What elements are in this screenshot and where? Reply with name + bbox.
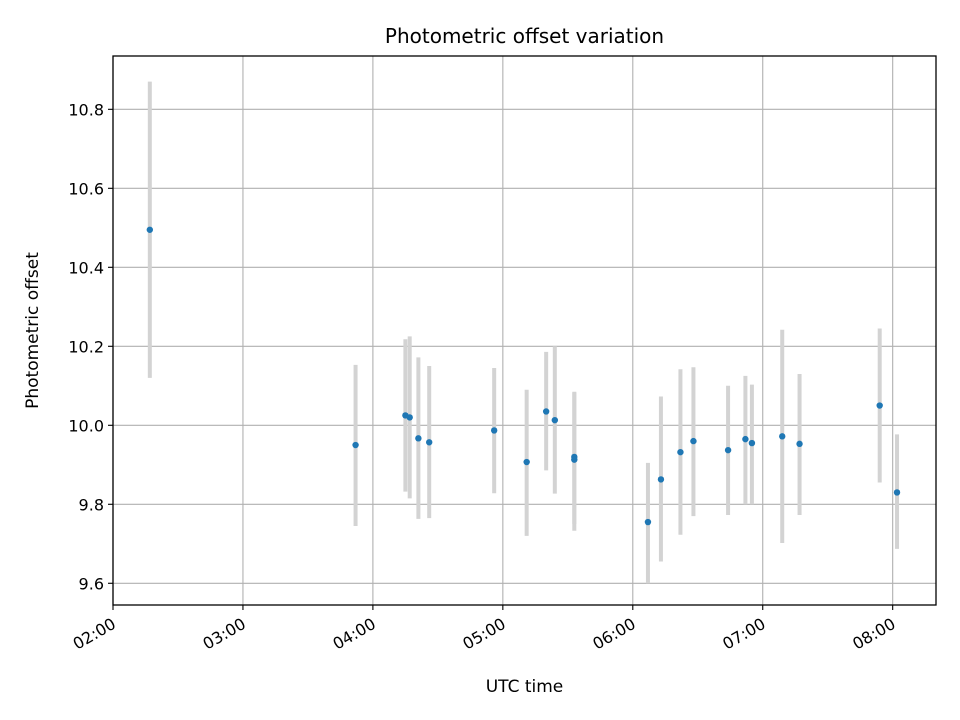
y-axis: 9.6 9.8 10.0 10.2 10.4 10.6 10.8 [68, 100, 113, 593]
data-point [426, 439, 433, 446]
data-point [523, 458, 530, 466]
grid [112, 56, 936, 605]
data-point [893, 489, 901, 496]
data-points [146, 226, 901, 526]
y-tick-label: 10.6 [68, 179, 104, 198]
data-point [779, 433, 786, 440]
data-point [415, 435, 422, 442]
data-point [690, 437, 697, 445]
data-point [742, 435, 749, 443]
data-point [657, 476, 665, 483]
data-point [352, 441, 359, 449]
y-tick-label: 10.8 [68, 100, 104, 119]
data-point [490, 427, 498, 434]
y-tick-label: 10.4 [68, 258, 104, 277]
plot-frame [112, 55, 937, 606]
data-point [724, 446, 732, 454]
data-point [677, 448, 684, 456]
data-point [146, 226, 154, 233]
data-point [796, 440, 803, 448]
y-tick-label: 9.6 [79, 574, 104, 593]
data-point [876, 402, 883, 409]
chart-title: Photometric offset variation [385, 24, 664, 48]
data-point [748, 439, 756, 447]
y-tick-label: 9.8 [79, 495, 104, 514]
data-point [406, 414, 413, 421]
data-point [542, 408, 550, 415]
x-axis-label: UTC time [486, 677, 564, 697]
y-axis-label: Photometric offset [23, 252, 43, 409]
data-point [571, 453, 578, 461]
y-tick-label: 10.0 [68, 416, 104, 435]
data-point [551, 416, 559, 424]
data-point [644, 518, 652, 526]
y-tick-label: 10.2 [68, 337, 104, 356]
